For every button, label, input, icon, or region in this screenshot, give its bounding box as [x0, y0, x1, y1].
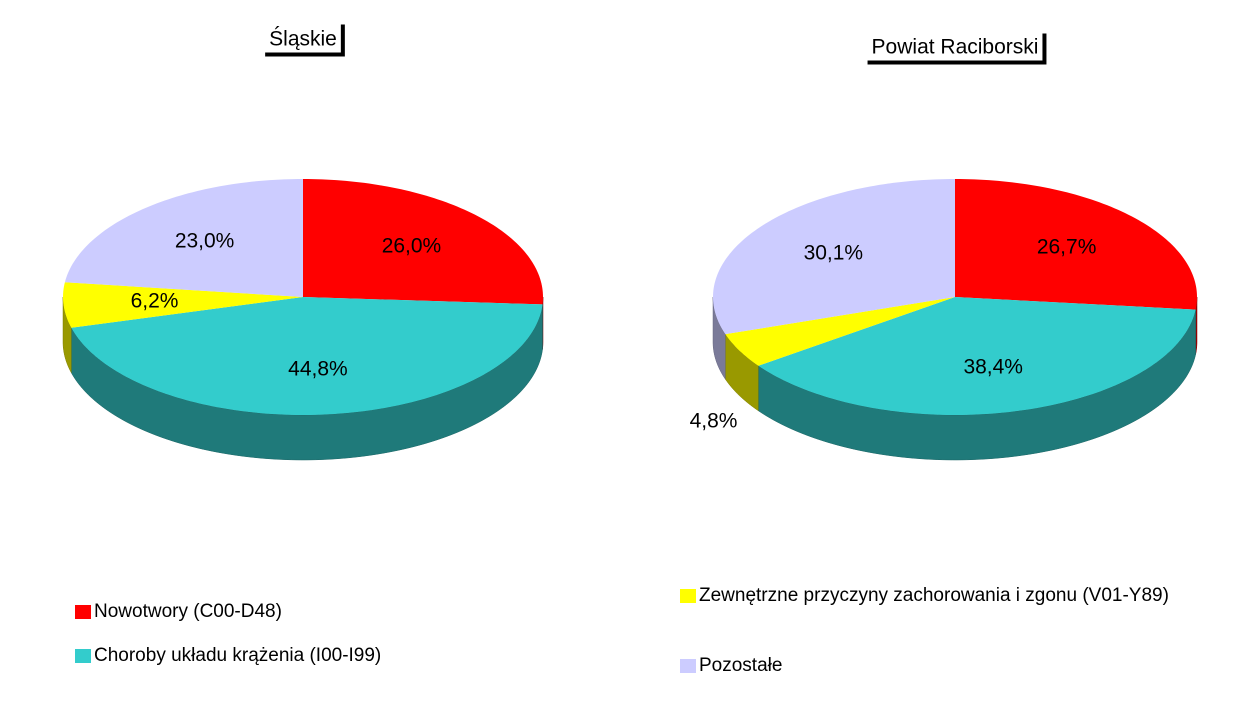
- legend-swatch: [75, 605, 91, 619]
- title-frame: [265, 24, 345, 57]
- slice: [71, 297, 543, 415]
- slice-side: [712, 296, 726, 381]
- legend-swatch: [680, 659, 696, 673]
- data-label: 44,8%: [288, 357, 348, 380]
- data-label: 26,7%: [1037, 236, 1097, 259]
- legend-label: Nowotwory (C00-D48): [94, 601, 282, 622]
- data-label: 38,4%: [963, 355, 1023, 378]
- slice-side: [62, 296, 72, 373]
- legend-swatch: [75, 649, 91, 663]
- legend-item: Zewnętrzne przyczyny zachorowania i zgon…: [680, 584, 1220, 608]
- legend-item: Choroby układu krążenia (I00-I99): [75, 644, 575, 668]
- slice: [955, 179, 1197, 310]
- slice: [725, 297, 955, 366]
- data-label: 30,1%: [804, 242, 864, 265]
- legend-label: Pozostałe: [699, 655, 783, 676]
- data-label: 4,8%: [690, 410, 738, 433]
- legend-label: Choroby układu krążenia (I00-I99): [94, 645, 382, 666]
- slice: [63, 282, 304, 328]
- chart-title: Śląskie: [269, 27, 337, 51]
- slice: [713, 179, 955, 335]
- legend-label: Zewnętrzne przyczyny zachorowania i zgon…: [699, 585, 1169, 606]
- slice: [303, 179, 543, 305]
- legend-swatch: [680, 589, 696, 603]
- slice: [758, 297, 1196, 415]
- data-label: 23,0%: [175, 230, 235, 253]
- legend-item: Pozostałe: [680, 654, 1180, 678]
- slice: [64, 179, 303, 297]
- data-label: 26,0%: [382, 234, 442, 257]
- data-label: 6,2%: [131, 290, 179, 313]
- chart-title: Powiat Raciborski: [872, 36, 1039, 59]
- legend-item: Nowotwory (C00-D48): [75, 600, 575, 624]
- title-frame: [867, 33, 1047, 65]
